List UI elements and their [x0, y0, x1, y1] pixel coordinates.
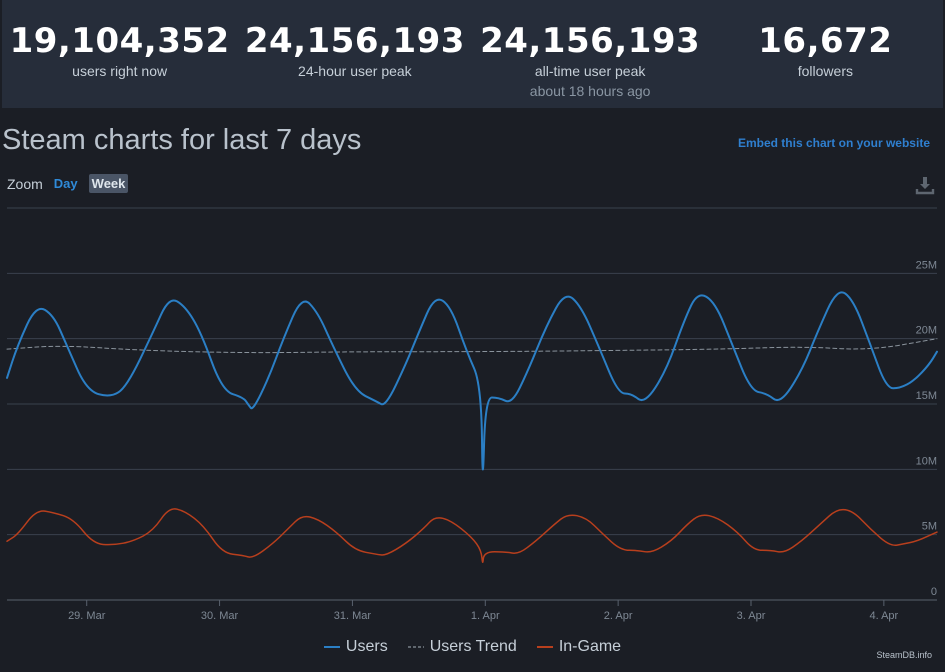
- series-users-trend-line: [6, 338, 938, 354]
- y-tick-label: 25M: [916, 259, 937, 271]
- stat-value: 16,672: [758, 21, 893, 61]
- x-tick-label: 4. Apr: [869, 610, 898, 622]
- zoom-day-button[interactable]: Day: [53, 176, 78, 191]
- trend-swatch-icon: [407, 646, 424, 648]
- stat-all-time-peak: 24,156,193 all-time user peak about 18 h…: [473, 0, 708, 108]
- y-tick-label: 15M: [916, 390, 937, 402]
- series-in-game-line: [6, 508, 938, 563]
- x-tick-label: 3. Apr: [737, 610, 766, 622]
- stat-24h-peak: 24,156,193 24-hour user peak: [237, 0, 472, 108]
- stat-label: 24-hour user peak: [298, 63, 412, 79]
- embed-chart-link[interactable]: Embed this chart on your website: [737, 136, 930, 150]
- x-tick-label: 2. Apr: [604, 610, 633, 622]
- zoom-week-button[interactable]: Week: [88, 174, 129, 193]
- stats-bar: 19,104,352 users right now 24,156,193 24…: [2, 0, 943, 108]
- x-tick-label: 29. Mar: [68, 610, 106, 622]
- stat-sublabel: about 18 hours ago: [529, 83, 651, 99]
- y-tick-label: 5M: [922, 521, 937, 533]
- series-users-line: [6, 291, 938, 471]
- legend-item-users-trend[interactable]: Users Trend: [407, 638, 517, 656]
- legend-label-trend: Users Trend: [429, 638, 517, 655]
- stat-followers: 16,672 followers: [708, 0, 943, 108]
- chart-title: Steam charts for last 7 days: [2, 124, 362, 156]
- ingame-swatch-icon: [536, 646, 553, 648]
- users-line-chart: 0 5M 10M 15M 20M 25M 29. Mar 30. Mar 31. Mar 1. …: [6, 207, 938, 622]
- chart-legend: Users Users Trend In-Game: [0, 638, 945, 656]
- legend-label-users: Users: [345, 638, 388, 655]
- stat-label: all-time user peak: [534, 63, 646, 79]
- legend-item-in-game[interactable]: In-Game: [536, 638, 622, 656]
- x-tick-label: 1. Apr: [471, 610, 500, 622]
- credit-text: SteamDB.info: [876, 650, 932, 660]
- legend-item-users[interactable]: Users: [323, 638, 388, 656]
- download-icon: [915, 177, 935, 195]
- stat-users-now: 19,104,352 users right now: [2, 0, 237, 108]
- x-tick-label: 30. Mar: [201, 610, 239, 622]
- y-tick-label: 0: [931, 586, 937, 598]
- download-button[interactable]: [914, 174, 936, 196]
- x-tick-label: 31. Mar: [334, 610, 372, 622]
- stat-value: 24,156,193: [480, 21, 701, 61]
- stat-value: 24,156,193: [244, 21, 465, 61]
- zoom-controls: Zoom Day Week: [7, 174, 129, 193]
- zoom-label: Zoom: [7, 175, 43, 192]
- y-tick-label: 20M: [916, 325, 937, 337]
- users-swatch-icon: [323, 646, 340, 648]
- y-tick-label: 10M: [916, 455, 937, 467]
- stat-label: followers: [797, 63, 853, 79]
- legend-label-ingame: In-Game: [558, 638, 622, 655]
- stat-label: users right now: [72, 63, 168, 79]
- stat-value: 19,104,352: [9, 21, 230, 61]
